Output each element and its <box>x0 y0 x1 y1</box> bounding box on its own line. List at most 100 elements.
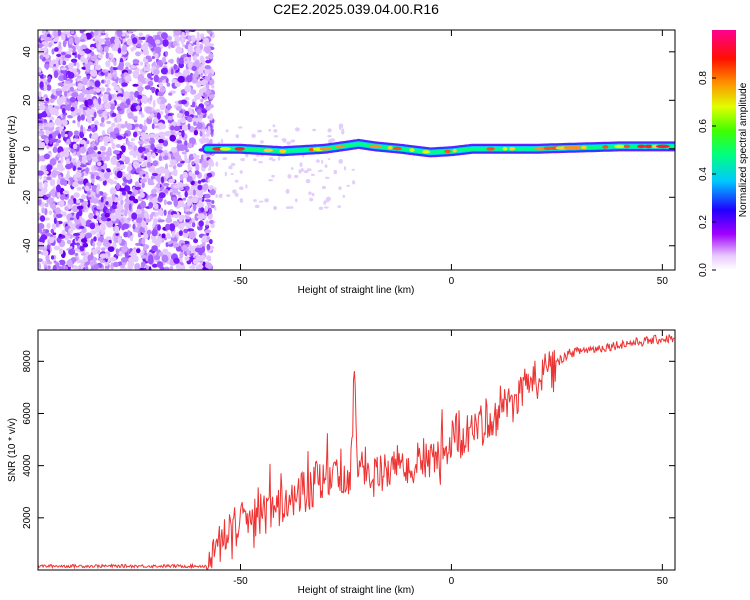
noise-speckle <box>56 139 61 143</box>
noise-speckle <box>47 265 51 270</box>
noise-speckle <box>156 149 163 154</box>
noise-speckle <box>147 73 152 79</box>
noise-speckle <box>63 147 69 152</box>
noise-speckle <box>215 161 219 167</box>
noise-speckle <box>128 203 132 211</box>
noise-speckle <box>43 42 49 46</box>
noise-speckle <box>203 102 210 105</box>
noise-speckle <box>175 46 183 54</box>
noise-speckle <box>87 199 91 208</box>
noise-speckle <box>60 67 67 71</box>
noise-speckle <box>58 98 63 105</box>
noise-speckle <box>302 154 305 158</box>
noise-speckle <box>160 32 168 40</box>
noise-speckle <box>171 230 175 239</box>
noise-speckle <box>338 186 342 191</box>
noise-speckle <box>337 205 342 208</box>
noise-speckle <box>40 165 45 171</box>
noise-speckle <box>153 203 159 210</box>
noise-speckle <box>154 109 161 113</box>
noise-speckle <box>76 75 82 79</box>
noise-speckle <box>76 205 84 210</box>
noise-speckle <box>144 138 151 142</box>
noise-speckle <box>94 225 101 233</box>
noise-speckle <box>158 96 165 100</box>
noise-speckle <box>140 163 146 168</box>
y-tick-label: 6000 <box>22 402 33 425</box>
noise-speckle <box>151 123 155 130</box>
noise-speckle <box>97 151 102 155</box>
noise-speckle <box>179 222 185 229</box>
noise-speckle <box>115 233 119 236</box>
noise-speckle <box>105 32 109 39</box>
noise-speckle <box>82 255 89 263</box>
noise-speckle <box>72 266 80 270</box>
noise-speckle <box>164 130 172 137</box>
noise-speckle <box>129 146 132 150</box>
noise-speckle <box>93 98 98 106</box>
noise-speckle <box>193 203 197 212</box>
noise-speckle <box>120 124 126 129</box>
noise-speckle <box>102 95 107 103</box>
noise-speckle <box>121 245 128 253</box>
noise-speckle <box>134 186 142 190</box>
noise-speckle <box>191 65 197 72</box>
noise-speckle <box>93 236 97 242</box>
noise-speckle <box>77 167 82 171</box>
noise-speckle <box>102 238 109 243</box>
noise-speckle <box>139 136 146 140</box>
noise-speckle <box>116 170 123 179</box>
noise-speckle <box>40 231 46 235</box>
noise-speckle <box>154 52 159 59</box>
noise-speckle <box>110 66 114 74</box>
noise-speckle <box>126 140 130 147</box>
noise-speckle <box>144 85 151 90</box>
noise-speckle <box>213 187 217 191</box>
noise-speckle <box>116 154 120 160</box>
noise-speckle <box>303 170 309 174</box>
noise-speckle <box>109 178 114 185</box>
noise-speckle <box>117 236 122 244</box>
noise-speckle <box>105 236 112 240</box>
spectral-peak <box>614 144 626 149</box>
noise-speckle <box>145 67 151 72</box>
noise-speckle <box>190 232 196 240</box>
noise-speckle <box>184 58 188 62</box>
noise-speckle <box>75 235 79 242</box>
noise-speckle <box>71 92 79 98</box>
noise-speckle <box>253 158 257 162</box>
noise-speckle <box>93 30 99 36</box>
noise-speckle <box>61 211 67 217</box>
noise-speckle <box>89 230 97 235</box>
noise-speckle <box>157 219 165 223</box>
noise-speckle <box>192 153 197 158</box>
noise-speckle <box>290 167 294 170</box>
x-tick-label: -50 <box>233 276 248 287</box>
figure-title: C2E2.2025.039.04.00.R16 <box>273 1 439 17</box>
noise-speckle <box>193 130 199 136</box>
noise-speckle <box>169 259 174 266</box>
noise-speckle <box>181 151 187 155</box>
noise-speckle <box>62 119 68 127</box>
noise-speckle <box>105 201 109 206</box>
noise-speckle <box>138 238 142 244</box>
noise-speckle <box>93 215 97 220</box>
noise-speckle <box>196 92 201 100</box>
noise-speckle <box>140 200 147 209</box>
noise-speckle <box>124 250 129 259</box>
noise-speckle <box>207 178 211 183</box>
noise-speckle <box>129 150 136 156</box>
noise-speckle <box>181 244 188 252</box>
noise-speckle <box>199 43 204 50</box>
noise-speckle <box>95 246 102 251</box>
noise-speckle <box>147 256 154 265</box>
noise-speckle <box>91 195 95 201</box>
noise-speckle <box>84 251 90 256</box>
noise-speckle <box>113 73 118 80</box>
noise-speckle <box>191 222 196 228</box>
noise-speckle <box>165 223 171 231</box>
noise-speckle <box>80 164 87 168</box>
noise-speckle <box>181 130 185 138</box>
noise-speckle <box>153 255 161 261</box>
noise-speckle <box>150 143 155 151</box>
